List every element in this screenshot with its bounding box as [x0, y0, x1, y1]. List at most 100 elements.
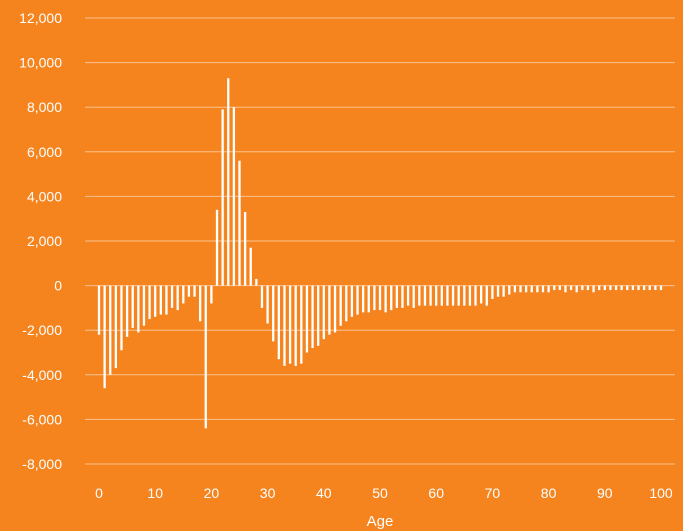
bar-age-29 [260, 285, 264, 308]
x-tick-label: 80 [541, 485, 557, 501]
bar-age-76 [524, 285, 528, 293]
y-axis-tick-labels: -8,000 -6,000 -4,000 -2,000 0 2,000 4,000 6,000… [19, 10, 62, 472]
bars [97, 78, 663, 429]
bar-age-22 [221, 109, 224, 286]
bar-age-6 [131, 285, 134, 328]
bar-age-98 [648, 285, 651, 291]
bar-age-13 [170, 285, 174, 308]
bar-age-2 [109, 285, 112, 375]
bar-age-9 [148, 285, 151, 320]
bar-age-28 [255, 278, 258, 286]
bar-age-79 [541, 285, 545, 293]
x-axis-tick-labels: 0 10 20 30 40 50 60 70 80 90 100 [95, 485, 673, 501]
bar-age-93 [620, 285, 623, 291]
bar-age-41 [328, 285, 331, 335]
bar-age-94 [626, 285, 629, 291]
bar-age-63 [451, 285, 455, 306]
y-tick-label: 2,000 [27, 233, 62, 249]
bar-age-59 [429, 285, 432, 306]
x-tick-label: 70 [485, 485, 501, 501]
bar-age-100 [659, 285, 663, 291]
bar-age-1 [103, 285, 106, 389]
bar-age-67 [474, 285, 477, 306]
bar-age-82 [558, 285, 561, 291]
bar-age-85 [575, 285, 578, 293]
bar-age-33 [283, 285, 286, 366]
gridlines [85, 17, 675, 465]
bar-age-25 [238, 160, 241, 286]
bar-age-31 [272, 285, 275, 342]
bar-age-35 [294, 285, 297, 366]
bar-age-34 [288, 285, 292, 364]
bar-age-15 [182, 285, 185, 304]
bar-age-46 [356, 285, 359, 315]
x-tick-label: 50 [372, 485, 388, 501]
x-tick-label: 60 [428, 485, 444, 501]
bar-age-26 [243, 212, 247, 286]
y-tick-label: 12,000 [19, 10, 62, 26]
x-tick-label: 40 [316, 485, 332, 501]
bar-age-74 [513, 285, 517, 293]
bar-age-37 [305, 285, 309, 353]
bar-age-43 [339, 285, 342, 326]
bar-age-73 [508, 285, 511, 295]
bar-age-84 [569, 285, 573, 291]
y-tick-label: -2,000 [22, 322, 62, 338]
bar-age-38 [311, 285, 314, 349]
bar-age-99 [654, 285, 657, 291]
x-tick-label: 10 [147, 485, 163, 501]
bar-age-16 [187, 285, 191, 297]
bar-age-83 [564, 285, 567, 293]
y-tick-label: -4,000 [22, 367, 62, 383]
bar-age-30 [266, 285, 269, 324]
bar-age-17 [193, 285, 196, 297]
bar-age-36 [300, 285, 303, 364]
bar-age-47 [361, 285, 365, 313]
bar-age-0 [97, 285, 101, 335]
bar-age-87 [586, 285, 590, 291]
bar-age-80 [547, 285, 550, 293]
bar-age-3 [114, 285, 118, 369]
bar-age-48 [367, 285, 370, 313]
bar-age-72 [502, 285, 505, 297]
x-tick-label: 30 [260, 485, 276, 501]
bar-age-8 [142, 285, 146, 326]
bar-age-53 [395, 285, 399, 308]
bar-age-11 [159, 285, 162, 315]
bar-age-97 [642, 285, 646, 291]
y-tick-label: 8,000 [27, 99, 62, 115]
bar-age-39 [317, 285, 320, 346]
bar-age-45 [350, 285, 354, 317]
bar-age-7 [137, 285, 140, 333]
bar-age-60 [435, 285, 438, 306]
bar-age-92 [614, 285, 618, 291]
bar-age-78 [536, 285, 539, 293]
bar-age-64 [457, 285, 460, 306]
bar-age-55 [406, 285, 410, 306]
bar-age-12 [165, 285, 168, 315]
bar-age-54 [401, 285, 404, 308]
x-tick-label: 100 [649, 485, 673, 501]
bar-age-62 [446, 285, 449, 306]
bar-age-52 [390, 285, 393, 311]
bar-age-95 [631, 285, 635, 291]
bar-age-19 [204, 285, 207, 429]
y-tick-label: -8,000 [22, 456, 62, 472]
y-tick-label: -6,000 [22, 411, 62, 427]
y-tick-label: 10,000 [19, 55, 62, 71]
bar-age-32 [277, 285, 280, 360]
bar-age-77 [530, 285, 533, 293]
x-tick-label: 20 [204, 485, 220, 501]
bar-age-88 [592, 285, 595, 293]
bar-age-86 [581, 285, 584, 291]
bar-age-65 [463, 285, 466, 306]
bar-age-56 [412, 285, 415, 308]
x-tick-label: 90 [597, 485, 613, 501]
bar-age-10 [154, 285, 157, 317]
bar-age-21 [215, 209, 219, 286]
bar-age-70 [491, 285, 494, 299]
bar-age-96 [637, 285, 640, 291]
bar-age-50 [378, 285, 382, 311]
bar-age-4 [120, 285, 123, 351]
